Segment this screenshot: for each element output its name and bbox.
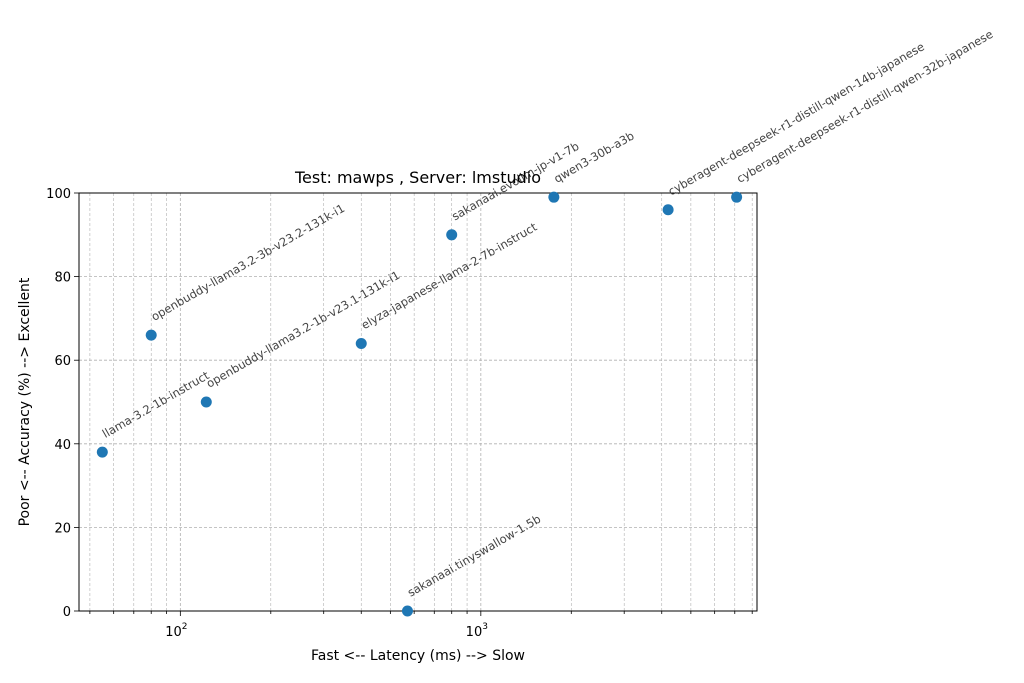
point-label: cyberagent-deepseek-r1-distill-qwen-32b-… (734, 27, 995, 186)
points-layer: llama-3.2-1b-instructopenbuddy-llama3.2-… (96, 27, 995, 617)
data-point (662, 204, 674, 216)
y-axis-label: Poor <-- Accuracy (%) --> Excellent (17, 277, 33, 526)
plot-frame (78, 192, 758, 612)
y-tick-label: 60 (54, 354, 71, 369)
y-tick-label: 100 (46, 187, 71, 202)
data-point (355, 337, 367, 349)
data-point (145, 329, 157, 341)
data-point (548, 191, 560, 203)
y-tick-label: 20 (54, 521, 71, 536)
point-label: cyberagent-deepseek-r1-distill-qwen-14b-… (666, 39, 927, 198)
y-tick-label: 0 (63, 605, 71, 620)
x-tick-label: 102 (165, 622, 187, 640)
grid-layer (79, 193, 757, 611)
point-label: openbuddy-llama3.2-3b-v23.2-131k-i1 (149, 201, 347, 324)
point-label: llama-3.2-1b-instruct (100, 368, 212, 441)
point-label: openbuddy-llama3.2-1b-v23.1-131k-i1 (204, 268, 402, 391)
y-tick-label: 80 (54, 271, 71, 286)
data-point (401, 605, 413, 617)
ticks-layer: 0 20 40 60 80 100 102 103 (46, 187, 753, 640)
data-point (446, 229, 458, 241)
y-tick-label: 40 (54, 438, 71, 453)
data-point (200, 396, 212, 408)
data-point (96, 446, 108, 458)
chart-title: Test: mawps , Server: lmstudio (294, 168, 541, 187)
point-label: sakanaai.tinyswallow-1.5b (405, 512, 543, 600)
data-point (731, 191, 743, 203)
x-tick-label: 103 (466, 622, 488, 640)
x-axis-label: Fast <-- Latency (ms) --> Slow (311, 648, 525, 664)
